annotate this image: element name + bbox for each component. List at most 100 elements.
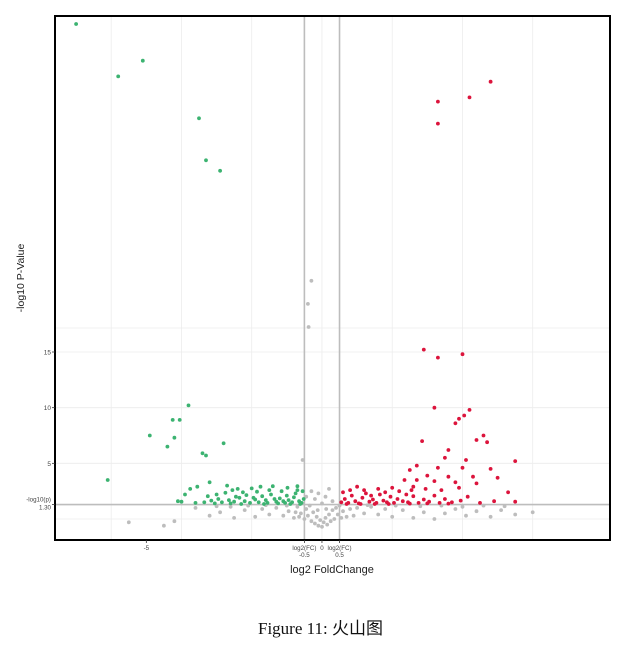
point-up bbox=[407, 468, 412, 472]
point-up bbox=[386, 502, 391, 506]
point-up bbox=[364, 491, 368, 496]
point-up bbox=[414, 478, 419, 482]
point-up bbox=[372, 502, 377, 506]
point-up bbox=[432, 479, 437, 483]
point-down bbox=[277, 496, 282, 501]
point-ns bbox=[304, 507, 309, 511]
point-up bbox=[416, 501, 421, 505]
point-up bbox=[436, 99, 440, 104]
point-up bbox=[395, 497, 400, 501]
point-ns bbox=[253, 514, 258, 519]
point-up bbox=[423, 487, 428, 491]
point-ns bbox=[309, 519, 314, 524]
point-ns bbox=[513, 512, 518, 517]
point-down bbox=[172, 435, 177, 440]
point-up bbox=[342, 497, 347, 501]
y-tick-label: 10 bbox=[44, 405, 52, 412]
point-down bbox=[295, 488, 300, 492]
point-ns bbox=[306, 325, 311, 329]
point-up bbox=[407, 501, 412, 506]
point-up bbox=[446, 501, 451, 506]
point-up bbox=[397, 489, 402, 494]
point-down bbox=[216, 497, 221, 501]
point-down bbox=[249, 486, 254, 491]
point-down bbox=[288, 502, 293, 506]
point-up bbox=[474, 438, 479, 442]
point-ns bbox=[324, 507, 329, 511]
point-ns bbox=[172, 519, 177, 524]
point-ns bbox=[320, 524, 324, 529]
point-ns bbox=[351, 513, 356, 518]
point-down bbox=[177, 418, 182, 422]
data-points bbox=[74, 22, 535, 529]
point-down bbox=[186, 403, 191, 408]
point-ns bbox=[348, 507, 352, 511]
point-down bbox=[223, 490, 228, 495]
point-down bbox=[200, 451, 205, 456]
point-ns bbox=[193, 506, 198, 510]
point-ns bbox=[460, 504, 465, 509]
point-down bbox=[205, 494, 210, 499]
point-up bbox=[453, 480, 458, 485]
point-down bbox=[292, 495, 296, 500]
point-down bbox=[227, 498, 231, 502]
y-tick-label: 5 bbox=[47, 461, 51, 468]
point-up bbox=[471, 474, 475, 479]
point-down bbox=[265, 501, 270, 505]
point-up bbox=[348, 488, 352, 492]
point-down bbox=[263, 498, 268, 502]
point-up bbox=[513, 459, 518, 463]
x-axis-ticks: -5 log2(FC)-0.50 log2(FC)0.5 bbox=[144, 540, 352, 559]
point-up bbox=[425, 501, 430, 506]
figure-caption: Figure 11: 火山图 bbox=[0, 614, 641, 639]
point-ns bbox=[376, 512, 381, 517]
point-ns bbox=[488, 514, 493, 519]
point-ns bbox=[302, 517, 307, 521]
point-up bbox=[462, 413, 467, 418]
point-ns bbox=[320, 501, 324, 506]
point-up bbox=[495, 475, 500, 480]
point-down bbox=[179, 499, 184, 504]
threshold-lines bbox=[55, 16, 610, 540]
plot-frame bbox=[54, 15, 611, 541]
point-up bbox=[457, 416, 461, 421]
point-up bbox=[355, 484, 359, 489]
x-tick-label: log2(FC) bbox=[292, 545, 316, 552]
point-down bbox=[225, 483, 230, 488]
point-ns bbox=[316, 491, 321, 496]
point-ns bbox=[313, 497, 317, 501]
point-down bbox=[170, 418, 175, 422]
point-down bbox=[253, 497, 258, 502]
point-ns bbox=[383, 507, 388, 511]
point-ns bbox=[335, 512, 340, 517]
point-ns bbox=[162, 523, 166, 528]
point-ns bbox=[323, 516, 328, 520]
point-up bbox=[390, 485, 395, 490]
point-down bbox=[239, 502, 244, 506]
point-ns bbox=[242, 508, 247, 512]
point-ns bbox=[400, 508, 405, 512]
point-up bbox=[411, 494, 416, 499]
point-up bbox=[388, 494, 393, 499]
point-down bbox=[300, 489, 305, 494]
point-ns bbox=[307, 503, 312, 508]
point-up bbox=[436, 355, 440, 360]
point-down bbox=[105, 478, 110, 482]
point-up bbox=[353, 499, 358, 504]
point-ns bbox=[481, 503, 486, 508]
point-up bbox=[432, 493, 437, 498]
point-ns bbox=[411, 516, 416, 520]
point-up bbox=[381, 498, 386, 503]
point-down bbox=[284, 493, 289, 498]
point-ns bbox=[439, 503, 444, 508]
point-ns bbox=[330, 508, 335, 512]
point-down bbox=[228, 501, 233, 506]
point-up bbox=[450, 500, 454, 505]
point-up bbox=[414, 463, 419, 468]
point-up bbox=[464, 458, 468, 462]
point-ns bbox=[328, 519, 333, 524]
figure-caption-text: 火山图 bbox=[331, 619, 383, 638]
point-up bbox=[358, 502, 363, 506]
point-down bbox=[237, 495, 242, 500]
